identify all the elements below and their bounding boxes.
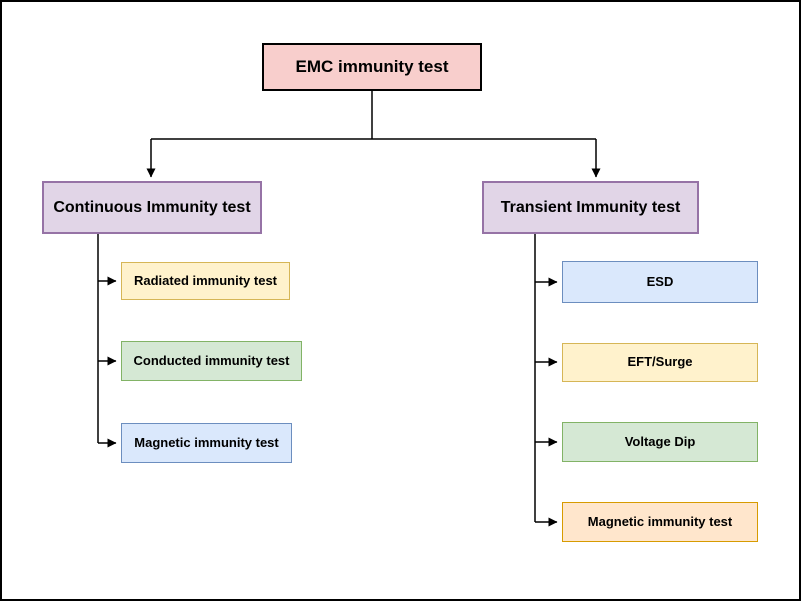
node-label: Conducted immunity test — [133, 352, 290, 368]
node-label: Radiated immunity test — [133, 272, 278, 288]
node-esd: ESD — [562, 261, 758, 303]
node-radiated-immunity-test: Radiated immunity test — [121, 262, 290, 300]
node-voltage-dip: Voltage Dip — [562, 422, 758, 462]
node-label: EMC immunity test — [295, 56, 449, 76]
node-conducted-immunity-test: Conducted immunity test — [121, 341, 302, 381]
node-label: EFT/Surge — [627, 354, 693, 370]
node-magnetic-immunity-test-right: Magnetic immunity test — [562, 502, 758, 542]
node-label: ESD — [646, 273, 674, 289]
node-label: Transient Immunity test — [500, 198, 681, 216]
node-label: Magnetic immunity test — [134, 434, 279, 450]
node-label: Voltage Dip — [624, 433, 696, 449]
node-transient-immunity-test: Transient Immunity test — [482, 181, 699, 234]
node-emc-immunity-test: EMC immunity test — [262, 43, 482, 91]
node-label: Continuous Immunity test — [53, 198, 251, 216]
node-continuous-immunity-test: Continuous Immunity test — [42, 181, 262, 234]
node-label: Magnetic immunity test — [587, 513, 733, 529]
node-eft-surge: EFT/Surge — [562, 343, 758, 382]
node-magnetic-immunity-test-left: Magnetic immunity test — [121, 423, 292, 463]
